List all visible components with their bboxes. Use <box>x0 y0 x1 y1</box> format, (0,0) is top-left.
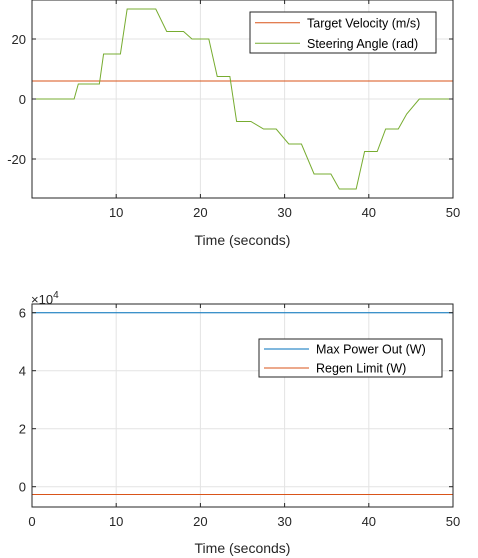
y-exponent-label: ×104 <box>31 290 59 307</box>
legend-label-1: Steering Angle (rad) <box>307 37 418 51</box>
legend-label-1: Regen Limit (W) <box>316 362 406 376</box>
x-tick-label: 20 <box>193 514 207 529</box>
y-tick-label: 2 <box>19 422 26 437</box>
series-line-1 <box>32 8 453 190</box>
x-tick-label: 10 <box>109 205 123 220</box>
y-tick-label: 6 <box>19 306 26 321</box>
y-tick-label: -20 <box>7 152 26 167</box>
x-tick-label: 0 <box>28 514 35 529</box>
y-tick-label: 4 <box>19 364 26 379</box>
legend-label-0: Max Power Out (W) <box>316 343 426 357</box>
x-tick-label: 30 <box>277 205 291 220</box>
y-tick-label: 0 <box>19 92 26 107</box>
axis-ticks: 10 20 30 40 50 -20 0 20 <box>7 0 460 220</box>
x-axis-label: Time (seconds) <box>195 232 291 248</box>
x-tick-label: 30 <box>277 514 291 529</box>
legend-box <box>258 338 443 378</box>
y-tick-label: 20 <box>12 32 26 47</box>
legend[interactable]: Target Velocity (m/s) Steering Angle (rad… <box>249 11 437 54</box>
x-tick-label: 40 <box>362 514 376 529</box>
legend[interactable]: Max Power Out (W) Regen Limit (W) <box>258 338 443 378</box>
x-tick-label: 50 <box>446 205 460 220</box>
x-tick-label: 20 <box>193 205 207 220</box>
power-chart: 0 10 20 30 40 50 0 2 4 6 Time (seconds) ×104 Max … <box>19 290 460 556</box>
plot-frame <box>31 303 454 508</box>
legend-box <box>249 11 437 54</box>
x-axis-label: Time (seconds) <box>195 540 291 556</box>
x-tick-label: 10 <box>109 514 123 529</box>
series-lines <box>32 8 453 190</box>
axis-ticks: 0 10 20 30 40 50 0 2 4 6 <box>19 304 460 529</box>
x-tick-label: 40 <box>362 205 376 220</box>
x-tick-label: 50 <box>446 514 460 529</box>
legend-label-0: Target Velocity (m/s) <box>307 16 420 30</box>
steering-chart: 10 20 30 40 50 -20 0 20 Time (seconds) Target V… <box>7 0 460 248</box>
y-tick-label: 0 <box>19 480 26 495</box>
